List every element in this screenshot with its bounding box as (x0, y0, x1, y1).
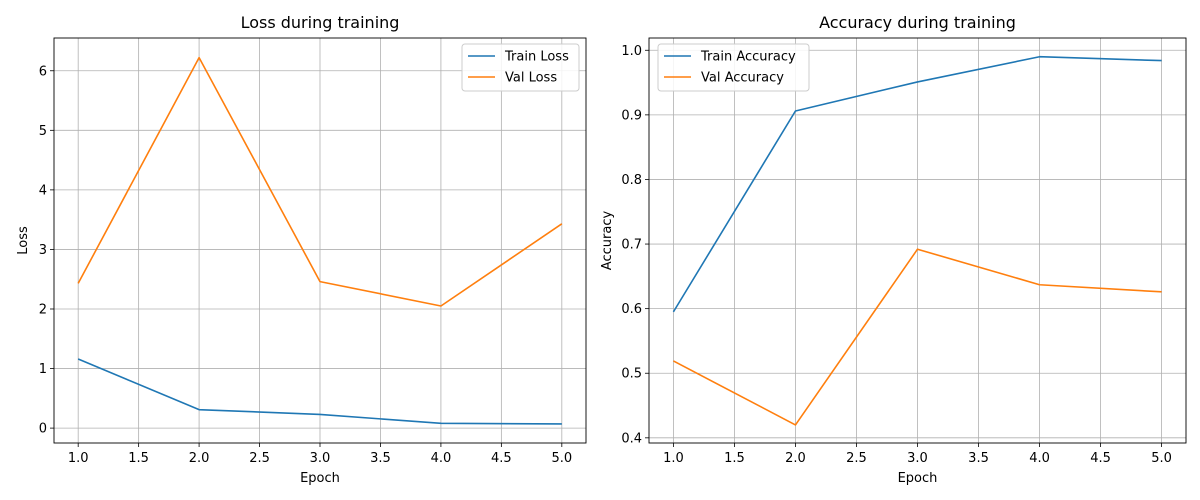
grid (649, 38, 1186, 443)
x-tick-label: 1.5 (128, 451, 149, 466)
x-tick-label: 3.5 (968, 451, 989, 466)
x-tick-label: 5.0 (551, 451, 572, 466)
x-tick-label: 4.0 (1029, 451, 1050, 466)
y-tick-label: 2 (39, 302, 47, 317)
y-tick-label: 3 (39, 243, 47, 258)
y-tick-label: 5 (39, 124, 47, 139)
x-tick-label: 2.0 (189, 451, 210, 466)
y-tick-label: 1.0 (621, 44, 642, 59)
x-tick-label: 5.0 (1151, 451, 1172, 466)
x-axis-label: Epoch (898, 471, 938, 486)
x-tick-label: 4.0 (431, 451, 452, 466)
x-tick-label: 3.5 (370, 451, 391, 466)
accuracy-chart: 1.0 1.5 2.0 2.5 3.0 3.5 4.0 4.5 5.0 0.4 0.5 0.6 0.7 0… (600, 13, 1187, 486)
y-tick-label: 0.7 (621, 238, 642, 253)
x-tick-label: 1.0 (663, 451, 684, 466)
series-line-0 (77, 358, 562, 425)
y-tick-label: 0 (39, 422, 47, 437)
y-axis-label: Loss (16, 226, 31, 255)
y-tick-label: 0.4 (621, 431, 642, 446)
x-tick-label: 1.5 (724, 451, 745, 466)
legend-label-0: Train Accuracy (700, 50, 796, 65)
series-line-1 (673, 248, 1162, 426)
x-tick-label: 2.5 (846, 451, 867, 466)
series-line-0 (672, 55, 1162, 313)
x-tick-label: 2.0 (785, 451, 806, 466)
y-tick-label: 0.6 (621, 302, 642, 317)
y-tick-label: 1 (39, 362, 47, 377)
legend-label-0: Train Loss (504, 50, 569, 65)
x-tick-label: 4.5 (1090, 451, 1111, 466)
legend-label-1: Val Loss (505, 71, 557, 86)
x-axis-label: Epoch (300, 471, 340, 486)
y-tick-label: 6 (39, 64, 47, 79)
y-axis-label: Accuracy (600, 211, 615, 271)
grid (54, 38, 586, 443)
y-tick-label: 0.8 (621, 173, 642, 188)
legend: Train Loss Val Loss (461, 43, 580, 92)
x-tick-label: 3.0 (907, 451, 928, 466)
series-line-1 (77, 56, 563, 307)
x-tick-label: 1.0 (68, 451, 89, 466)
chart-title: Loss during training (241, 13, 400, 32)
y-tick-label: 4 (39, 183, 47, 198)
x-tick-label: 3.0 (310, 451, 331, 466)
loss-chart: 1.0 1.5 2.0 2.5 3.0 3.5 4.0 4.5 5.0 0 1 2 3 4 5 6 Loss d… (16, 13, 587, 486)
y-tick-label: 0.5 (621, 367, 642, 382)
x-tick-label: 4.5 (491, 451, 512, 466)
legend-label-1: Val Accuracy (701, 71, 784, 86)
chart-title: Accuracy during training (819, 13, 1016, 32)
y-tick-label: 0.9 (621, 108, 642, 123)
legend-box (657, 43, 810, 92)
legend: Train Accuracy Val Accuracy (657, 43, 810, 92)
x-tick-label: 2.5 (249, 451, 270, 466)
